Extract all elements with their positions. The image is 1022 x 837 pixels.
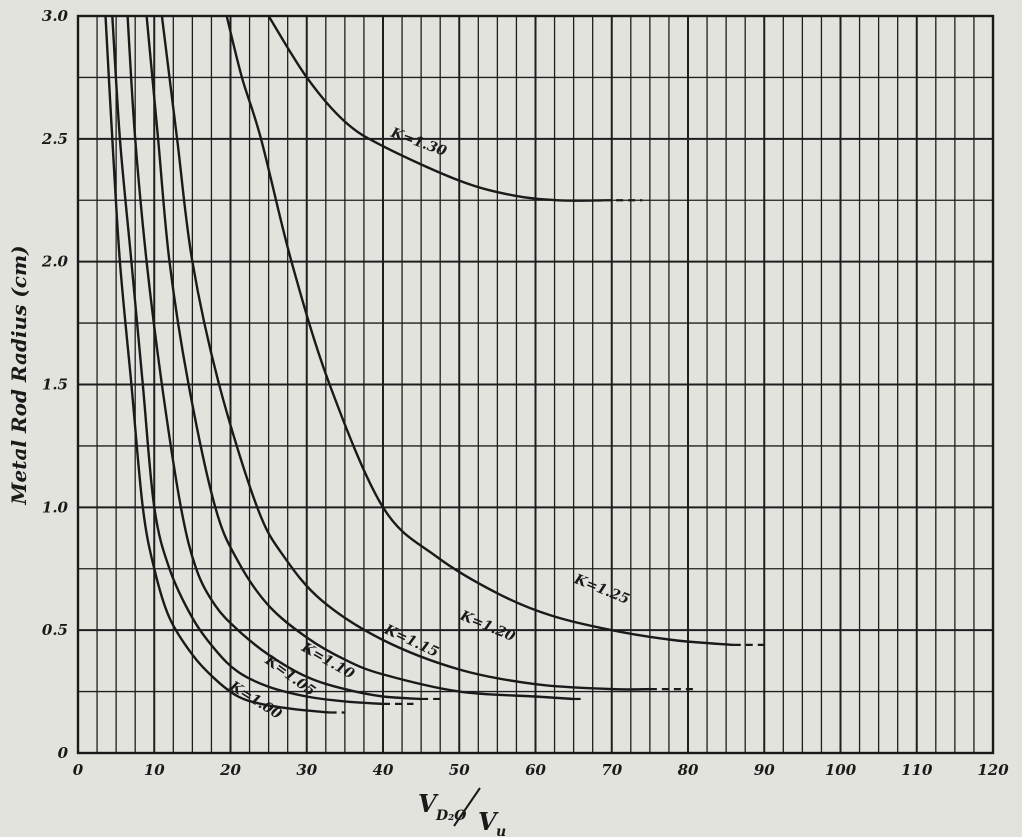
series-label-k-1-00: K=1.00: [226, 678, 285, 723]
series-line-k-1-30: [267, 15, 605, 202]
x-tick-label: 70: [601, 761, 622, 779]
y-tick-label: 0: [58, 744, 69, 762]
curves: [104, 15, 765, 714]
series-label-k-1-25: K=1.25: [571, 571, 632, 608]
y-tick-label: 3.0: [42, 7, 69, 25]
plot-frame: [76, 14, 995, 755]
x-axis-title-slash: [453, 787, 481, 827]
y-tick-label: 0.5: [42, 621, 68, 639]
x-tick-label: 30: [296, 761, 317, 779]
x-tick-label: 20: [219, 761, 241, 779]
series-line-k-1-25: [225, 15, 734, 647]
series-line-k-1-10: [126, 15, 422, 701]
grid: [76, 14, 995, 755]
x-tick-label: 80: [678, 761, 699, 779]
y-tick-label: 2.5: [41, 130, 68, 148]
x-tick-labels: 0 10 20 30 40 50 60 70 80 90 100 110 120: [73, 761, 1009, 779]
x-axis-title-denominator-subscript: u: [496, 824, 506, 837]
x-axis-title-denominator: V: [478, 807, 499, 836]
series-label-k-1-15: K=1.15: [381, 621, 441, 660]
x-tick-label: 0: [73, 761, 84, 779]
series-line-k-1-15: [145, 15, 574, 701]
y-tick-label: 2.0: [41, 253, 69, 271]
series-line-k-1-05: [111, 15, 384, 706]
y-tick-labels: 0 0.5 1.0 1.5 2.0 2.5 3.0: [41, 7, 69, 762]
x-tick-label: 60: [525, 761, 546, 779]
x-tick-label: 90: [754, 761, 775, 779]
x-tick-label: 40: [373, 761, 394, 779]
y-axis-title: Metal Rod Radius (cm): [7, 245, 31, 505]
series-line-k-1-00: [104, 15, 330, 714]
x-axis-title-numerator-subscript: D₂O: [435, 808, 467, 824]
series-line-k-1-20: [160, 15, 650, 691]
x-tick-label: 120: [977, 761, 1009, 779]
y-tick-label: 1.5: [42, 376, 68, 394]
y-tick-label: 1.0: [42, 498, 69, 516]
x-tick-label: 50: [449, 761, 470, 779]
x-axis-title-numerator: V: [418, 789, 439, 818]
series-label-k-1-20: K=1.20: [457, 607, 518, 645]
x-tick-label: 10: [144, 761, 165, 779]
x-axis-title: V D₂O V u: [418, 787, 506, 837]
curve-labels: K=1.00K=1.05K=1.10 K=1.15 K=1.20K=1.25K=1.…: [226, 125, 632, 723]
x-tick-label: 110: [901, 761, 933, 779]
x-tick-label: 100: [825, 761, 857, 779]
